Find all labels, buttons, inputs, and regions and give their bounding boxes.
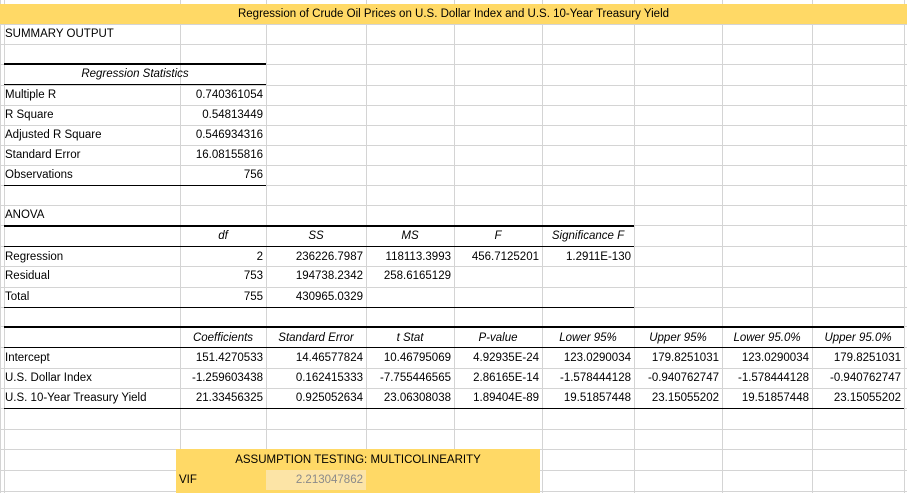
summary-output-label[interactable]: SUMMARY OUTPUT — [5, 28, 114, 40]
coef-value[interactable]: 19.51857448 — [563, 392, 631, 404]
vif-label[interactable]: VIF — [179, 474, 197, 486]
anova-row-label[interactable]: Total — [5, 291, 30, 303]
grid-row-line — [0, 105, 907, 106]
anova-top-border — [4, 225, 634, 227]
coef-value[interactable]: 23.15055202 — [651, 392, 719, 404]
title-band — [0, 4, 907, 24]
regstats-label[interactable]: Multiple R — [5, 89, 57, 101]
grid-row-line — [0, 205, 907, 206]
coef-value[interactable]: 151.4270533 — [195, 352, 263, 364]
regstats-label[interactable]: Standard Error — [5, 149, 81, 161]
coef-value[interactable]: 2.86165E-14 — [473, 372, 539, 384]
regstats-value[interactable]: 0.740361054 — [195, 89, 263, 101]
coef-value[interactable]: 1.89404E-89 — [473, 392, 539, 404]
coef-value[interactable]: -0.940762747 — [648, 372, 719, 384]
grid-row-line — [0, 287, 907, 288]
grid-row-line — [0, 388, 907, 389]
coef-value[interactable]: 0.162415333 — [295, 372, 363, 384]
grid-row-line — [0, 24, 907, 25]
regstats-value[interactable]: 0.546934316 — [195, 129, 263, 141]
coef-row-label[interactable]: U.S. 10-Year Treasury Yield — [5, 392, 147, 404]
anova-header-ms[interactable]: MS — [401, 230, 419, 242]
regstats-label[interactable]: Adjusted R Square — [5, 129, 102, 141]
regression-statistics-header[interactable]: Regression Statistics — [81, 68, 189, 80]
coef-header[interactable]: Upper 95.0% — [824, 332, 892, 344]
coef-value[interactable]: -1.578444128 — [738, 372, 809, 384]
anova-f[interactable]: 456.7125201 — [471, 251, 539, 263]
vif-value-fill — [266, 470, 366, 490]
anova-header-ss[interactable]: SS — [308, 230, 324, 242]
coef-header[interactable]: P-value — [478, 332, 518, 344]
grid-row-line — [0, 165, 907, 166]
coef-row-label[interactable]: U.S. Dollar Index — [5, 372, 92, 384]
anova-df[interactable]: 753 — [243, 270, 263, 282]
regstats-top-border — [4, 63, 266, 65]
coef-value[interactable]: 23.15055202 — [833, 392, 901, 404]
coef-value[interactable]: 123.0290034 — [741, 352, 809, 364]
anova-header-f[interactable]: F — [494, 230, 502, 242]
coef-header[interactable]: Upper 95% — [649, 332, 707, 344]
anova-header-border — [4, 246, 634, 247]
anova-ss[interactable]: 430965.0329 — [295, 291, 363, 303]
anova-row-label[interactable]: Residual — [5, 270, 50, 282]
regstats-header-border — [4, 84, 266, 85]
coef-value[interactable]: -1.578444128 — [560, 372, 631, 384]
coef-value[interactable]: -1.259603438 — [192, 372, 263, 384]
anova-df[interactable]: 2 — [256, 251, 263, 263]
anova-ms[interactable]: 118113.3993 — [385, 251, 451, 263]
coef-value[interactable]: -7.755446565 — [380, 372, 451, 384]
grid-row-line — [0, 368, 907, 369]
assumption-header[interactable]: ASSUMPTION TESTING: MULTICOLINEARITY — [235, 454, 481, 466]
grid-row-line — [0, 266, 907, 267]
grid-row-line — [0, 85, 907, 86]
coef-value[interactable]: 4.92935E-24 — [473, 352, 539, 364]
anova-header-df[interactable]: df — [218, 230, 228, 242]
grid-row-line — [0, 185, 907, 186]
anova-bottom-border — [4, 307, 634, 308]
vif-value[interactable]: 2.213047862 — [295, 474, 363, 486]
coef-value[interactable]: 21.33456325 — [195, 392, 263, 404]
anova-sig-f[interactable]: 1.2911E-130 — [565, 251, 631, 263]
sheet-title[interactable]: Regression of Crude Oil Prices on U.S. D… — [237, 8, 670, 20]
anova-ss[interactable]: 236226.7987 — [295, 251, 363, 263]
coef-top-border — [4, 326, 904, 328]
regstats-value[interactable]: 0.54813449 — [202, 109, 263, 121]
grid-row-line — [0, 44, 907, 45]
coef-header[interactable]: Standard Error — [278, 332, 354, 344]
coef-value[interactable]: 10.46795069 — [383, 352, 451, 364]
regstats-value[interactable]: 16.08155816 — [195, 149, 263, 161]
coef-value[interactable]: 23.06308038 — [383, 392, 451, 404]
coef-row-label[interactable]: Intercept — [5, 352, 50, 364]
anova-label[interactable]: ANOVA — [5, 209, 45, 221]
coef-value[interactable]: 123.0290034 — [563, 352, 631, 364]
coef-value[interactable]: 179.8251031 — [833, 352, 901, 364]
coef-value[interactable]: 0.925052634 — [295, 392, 363, 404]
coef-header[interactable]: Lower 95% — [559, 332, 617, 344]
regstats-bottom-border — [4, 185, 266, 186]
coef-value[interactable]: -0.940762747 — [830, 372, 901, 384]
coef-header[interactable]: t Stat — [396, 332, 424, 344]
regstats-label[interactable]: R Square — [5, 109, 54, 121]
coef-header[interactable]: Lower 95.0% — [733, 332, 801, 344]
anova-row-label[interactable]: Regression — [5, 251, 64, 263]
coef-value[interactable]: 19.51857448 — [741, 392, 809, 404]
coef-header[interactable]: Coefficients — [192, 332, 254, 344]
coef-value[interactable]: 14.46577824 — [295, 352, 363, 364]
coef-value[interactable]: 179.8251031 — [651, 352, 719, 364]
coef-bottom-border — [4, 408, 904, 409]
regstats-label[interactable]: Observations — [5, 169, 73, 181]
anova-ss[interactable]: 194738.2342 — [295, 270, 363, 282]
grid-row-line — [0, 125, 907, 126]
grid-row-line — [0, 64, 907, 65]
grid-row-line — [0, 145, 907, 146]
regstats-value[interactable]: 756 — [243, 169, 263, 181]
anova-ms[interactable]: 258.6165129 — [383, 270, 451, 282]
grid-row-line — [0, 429, 907, 430]
anova-df[interactable]: 755 — [243, 291, 263, 303]
coef-header-border — [4, 347, 904, 348]
anova-header-sig-f[interactable]: Significance F — [551, 230, 625, 242]
